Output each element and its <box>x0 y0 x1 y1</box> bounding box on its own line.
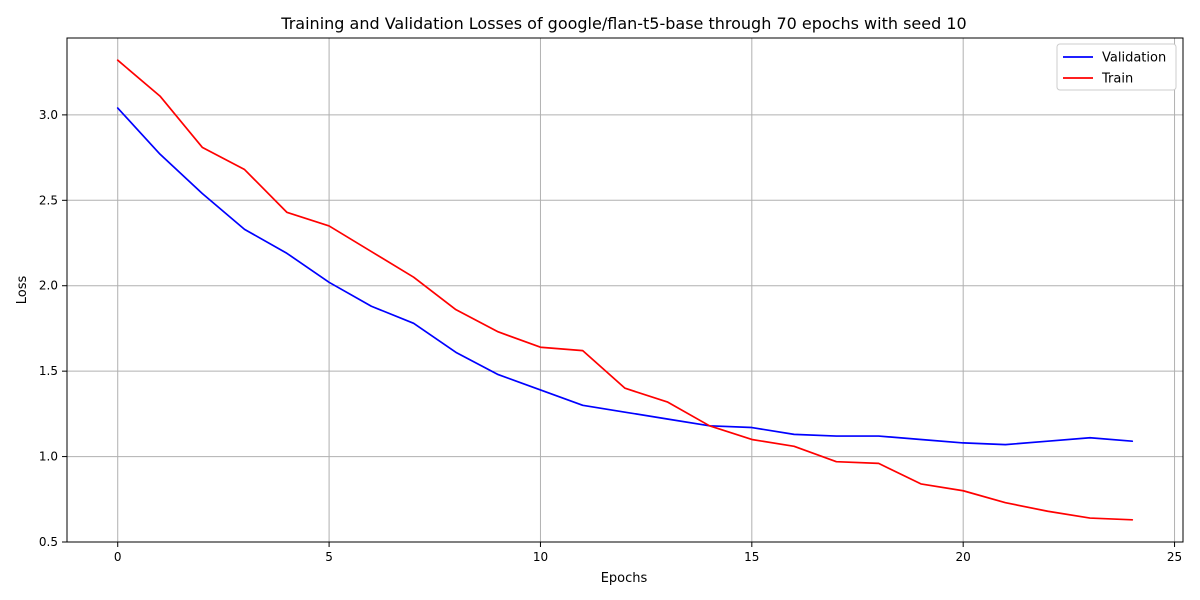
x-tick-label: 0 <box>114 550 122 564</box>
plot-frame <box>66 37 1184 543</box>
chart-title: Training and Validation Losses of google… <box>280 14 966 33</box>
y-tick-label: 0.5 <box>39 535 58 549</box>
x-tick-label: 5 <box>325 550 333 564</box>
grid <box>67 38 1183 543</box>
legend: Validation Train <box>1056 43 1177 91</box>
legend-label-train: Train <box>1101 72 1133 87</box>
y-tick-label: 1.5 <box>39 364 58 378</box>
x-tick-label: 10 <box>533 550 548 564</box>
series-layer <box>116 59 1134 521</box>
y-tick-label: 3.0 <box>39 108 58 122</box>
y-tick-label: 1.0 <box>39 450 58 464</box>
series-line-train <box>116 59 1134 521</box>
y-tick-label: 2.0 <box>39 279 58 293</box>
x-tick-label: 20 <box>956 550 971 564</box>
legend-label-validation: Validation <box>1102 51 1166 66</box>
y-tick-label: 2.5 <box>39 193 58 207</box>
x-tick-label: 15 <box>744 550 759 564</box>
tick-layer: 0 5 10 15 20 25 0.5 1.0 1.5 2.0 2.5 3.0 <box>39 108 1182 564</box>
y-axis-title: Loss <box>15 276 30 305</box>
series-line-validation <box>116 107 1134 446</box>
x-axis-title: Epochs <box>601 571 648 586</box>
x-tick-label: 25 <box>1167 550 1182 564</box>
